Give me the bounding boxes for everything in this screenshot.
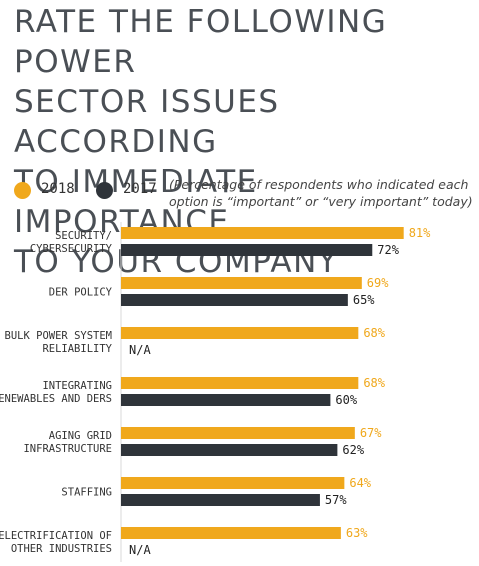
- legend: 2018 2017 (Percentage of respondents who…: [14, 176, 474, 220]
- bar-2018: [121, 427, 355, 439]
- value-label-2017: 65%: [353, 293, 375, 307]
- bar-2018: [121, 477, 345, 489]
- bar-2017: [121, 494, 320, 506]
- value-label-2017-na: N/A: [129, 543, 151, 557]
- category-label: STAFFING: [61, 487, 112, 499]
- value-label-2017: 57%: [325, 493, 347, 507]
- value-label-2018: 64%: [349, 476, 371, 490]
- title-line: SECTOR ISSUES ACCORDING: [14, 84, 280, 160]
- category-label: ELECTRIFICATION OF OTHER INDUSTRIES: [0, 530, 112, 555]
- legend-label-2018: 2018: [41, 181, 75, 197]
- legend-note: (Percentage of respondents who indicated…: [169, 177, 473, 209]
- bar-2018: [121, 277, 362, 289]
- legend-swatch-2018: [14, 182, 31, 199]
- legend-label-2017: 2017: [123, 181, 157, 197]
- bar-2017: [121, 294, 348, 306]
- category-label: BULK POWER SYSTEM RELIABILITY: [5, 330, 113, 355]
- value-label-2017: 72%: [377, 243, 399, 257]
- value-label-2017: 60%: [335, 393, 357, 407]
- category-label: AGING GRID INFRASTRUCTURE: [23, 430, 112, 455]
- value-label-2017-na: N/A: [129, 343, 151, 357]
- bar-2018: [121, 377, 359, 389]
- bar-2018: [121, 227, 404, 239]
- category-label: SECURITY/CYBERSECURITY: [30, 230, 113, 255]
- category-label: INTEGRATING RENEWABLES AND DERS: [0, 380, 112, 405]
- bar-2018: [121, 327, 359, 339]
- title-line: RATE THE FOLLOWING POWER: [14, 4, 388, 80]
- bar-2017: [121, 444, 338, 456]
- value-label-2018: 81%: [409, 226, 431, 240]
- bar-2017: [121, 244, 373, 256]
- value-label-2018: 68%: [363, 326, 385, 340]
- value-label-2018: 67%: [360, 426, 382, 440]
- bar-2017: [121, 394, 331, 406]
- value-label-2018: 69%: [367, 276, 389, 290]
- bar-2018: [121, 527, 341, 539]
- value-label-2018: 63%: [346, 526, 368, 540]
- category-label: DER POLICY: [49, 287, 113, 299]
- value-label-2017: 62%: [342, 443, 364, 457]
- legend-swatch-2017: [96, 182, 113, 199]
- value-label-2018: 68%: [363, 376, 385, 390]
- chart-title: RATE THE FOLLOWING POWER SECTOR ISSUES A…: [14, 2, 474, 282]
